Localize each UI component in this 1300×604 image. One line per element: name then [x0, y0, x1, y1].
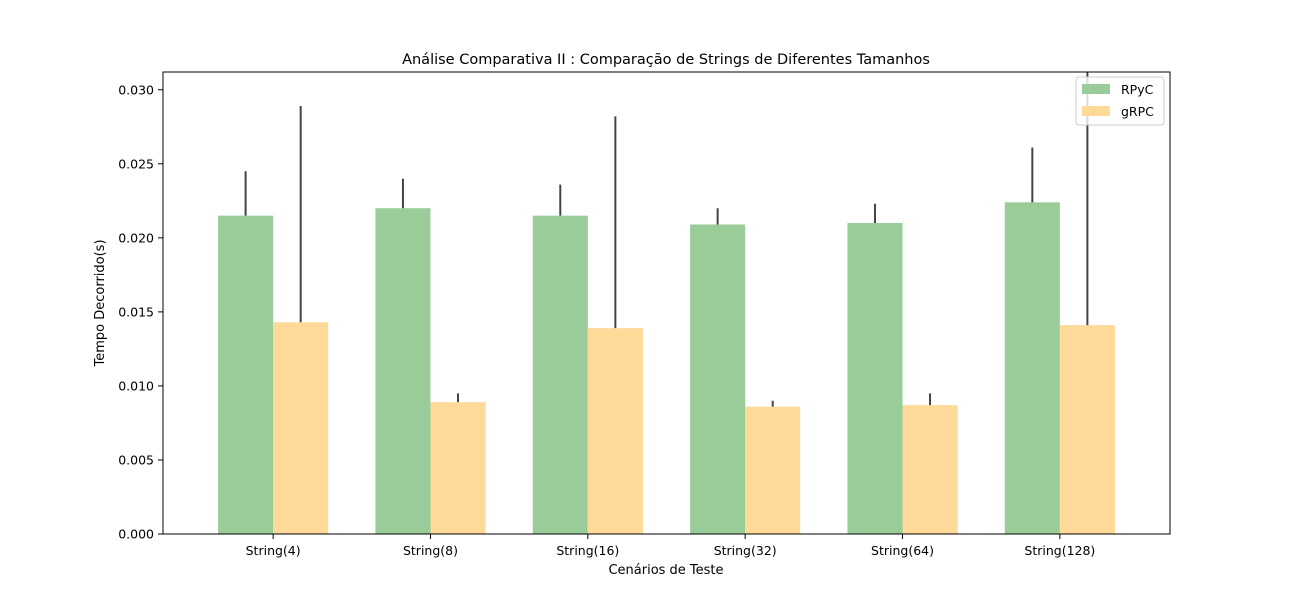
x-tick-label: String(8): [403, 543, 458, 558]
y-tick-label: 0.015: [118, 304, 154, 319]
y-tick-label: 0.025: [118, 156, 154, 171]
bar-rpyc-1: [218, 215, 274, 534]
legend-label-grpc: gRPC: [1121, 104, 1154, 119]
bar-grpc-4: [745, 406, 801, 534]
legend-swatch-rpyc: [1082, 84, 1110, 94]
chart-title: Análise Comparativa II : Comparação de S…: [402, 52, 930, 68]
y-tick-label: 0.000: [118, 527, 154, 542]
x-axis: String(4) String(8) String(16) String(32) St…: [246, 534, 1095, 558]
x-axis-label: Cenários de Teste: [608, 563, 723, 578]
y-tick-label: 0.020: [118, 230, 154, 245]
y-tick-label: 0.010: [118, 378, 154, 393]
error-bars-layer: [244, 72, 1089, 407]
y-tick-label: 0.030: [118, 82, 154, 97]
legend-label-rpyc: RPyC: [1121, 82, 1154, 97]
x-tick-label: String(4): [246, 543, 301, 558]
bar-rpyc-4: [690, 224, 746, 534]
legend-swatch-grpc: [1082, 106, 1110, 116]
y-axis-label: Tempo Decorrido(s): [93, 239, 108, 367]
x-tick-label: String(64): [871, 543, 934, 558]
y-tick-label: 0.005: [118, 452, 154, 467]
bar-grpc-3: [587, 328, 643, 534]
x-tick-label: String(128): [1024, 543, 1095, 558]
x-tick-label: String(32): [714, 543, 777, 558]
y-axis: 0.000 0.005 0.010 0.015 0.020 0.025 0.030: [118, 82, 163, 542]
bar-rpyc-6: [1004, 202, 1060, 535]
bar-rpyc-5: [847, 223, 903, 535]
bar-rpyc-2: [375, 208, 431, 534]
bar-grpc-5: [902, 405, 958, 534]
bar-grpc-1: [273, 322, 329, 534]
legend: RPyC gRPC: [1075, 76, 1165, 126]
plot-frame: [162, 71, 1171, 535]
x-tick-label: String(16): [556, 543, 619, 558]
bars-layer: [218, 202, 1115, 535]
bar-grpc-2: [430, 402, 486, 534]
bar-rpyc-3: [532, 215, 588, 534]
bar-grpc-6: [1059, 325, 1115, 534]
